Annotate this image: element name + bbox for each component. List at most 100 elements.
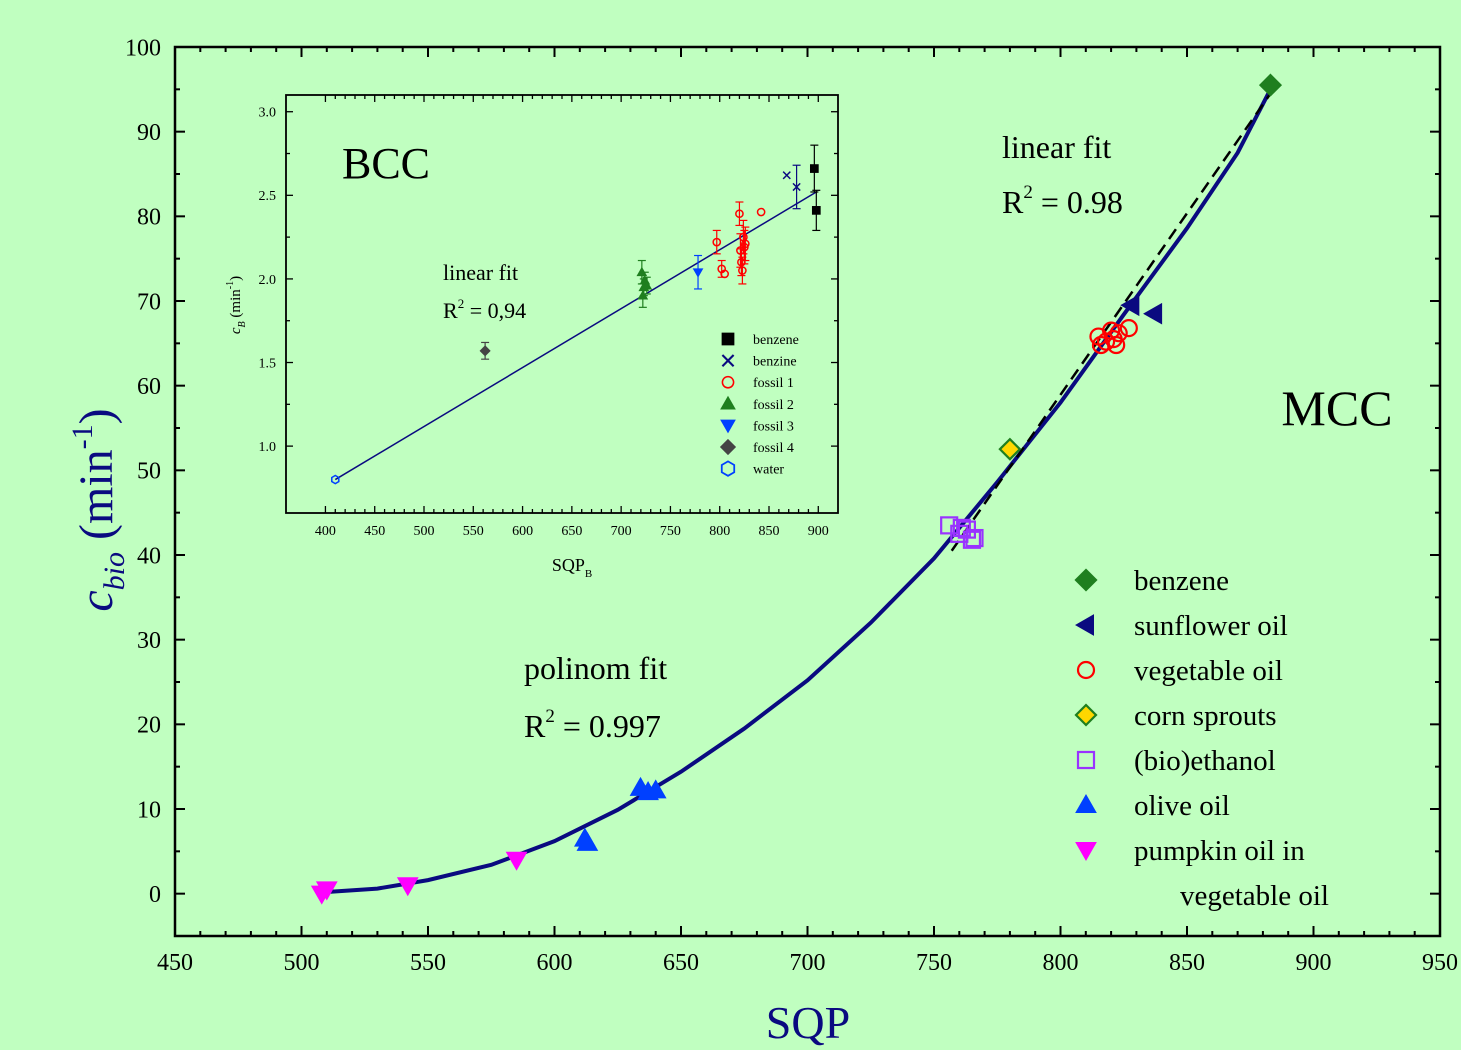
inset-legend-marker <box>721 375 735 389</box>
x-axis-title: SQP <box>766 997 850 1048</box>
x-tick-label: 700 <box>790 950 826 976</box>
data-point <box>576 831 599 851</box>
inset-data-point <box>792 182 801 192</box>
data-point <box>998 437 1022 461</box>
x-tick-label: 750 <box>660 524 681 539</box>
y-tick-label: 50 <box>137 459 161 485</box>
inset-x-axis-title-main: SQP <box>552 555 585 575</box>
inset-data-point <box>782 171 791 180</box>
inset-data-point <box>331 474 340 485</box>
inset-plot: 400 450 500 550 600 650 700 750 800 850 900 1.0 1.5 2… <box>225 94 839 580</box>
x-tick-label: 600 <box>537 950 573 976</box>
inset-y-axis-title-main: c <box>228 327 244 334</box>
y-tick-label: 1.0 <box>259 440 277 455</box>
x-tick-label: 550 <box>463 524 484 539</box>
polynom-fit-r2: R2 = 0.997 <box>524 706 661 744</box>
legend-marker <box>1075 842 1097 862</box>
y-axis-title-sub: bio <box>98 552 131 590</box>
legend-marker <box>1074 568 1098 592</box>
legend-marker <box>1076 750 1096 770</box>
inset-x-axis-title-sub: B <box>585 568 592 580</box>
data-point <box>1143 302 1163 325</box>
inset-y-axis-title: cB (min-1) <box>225 276 248 334</box>
inset-fit-r: R <box>443 298 458 323</box>
inset-fit-line <box>334 191 817 481</box>
y-axis-title-main: c <box>70 590 123 611</box>
y-tick-label: 90 <box>137 120 161 146</box>
inset-data-point <box>692 268 704 278</box>
polynom-fit-sup: 2 <box>545 706 555 727</box>
x-tick-label: 600 <box>512 524 533 539</box>
inset-legend-marker <box>719 438 737 456</box>
inset-legend-label: water <box>753 463 784 478</box>
inset-legend-label: benzene <box>753 333 799 348</box>
linear-fit-label: linear fit <box>1002 129 1111 165</box>
x-tick-label: 650 <box>561 524 582 539</box>
legend-label: olive oil <box>1134 790 1230 822</box>
x-tick-label: 800 <box>1043 950 1079 976</box>
inset-legend-marker <box>721 354 735 367</box>
linear-fit-line <box>950 92 1272 552</box>
x-tick-label: 850 <box>1169 950 1205 976</box>
polynom-fit-value: = 0.997 <box>555 708 661 744</box>
y-tick-label: 20 <box>137 713 161 739</box>
inset-y-axis-title-unit: (min <box>228 289 244 322</box>
x-tick-label: 500 <box>414 524 435 539</box>
inset-legend-marker <box>720 419 736 434</box>
polynom-fit-line <box>326 88 1273 894</box>
legend-label: vegetable oil <box>1134 655 1283 687</box>
x-tick-label: 800 <box>709 524 730 539</box>
panel-label-mcc: MCC <box>1281 380 1392 436</box>
data-point <box>1258 73 1283 97</box>
inset-data-point <box>720 269 729 279</box>
inset-data-point <box>735 209 744 219</box>
legend-marker <box>1076 660 1096 680</box>
legend-label: benzene <box>1134 565 1229 597</box>
linear-fit-value: = 0.98 <box>1033 184 1123 220</box>
y-tick-label: 70 <box>137 289 161 315</box>
data-point <box>1119 318 1138 338</box>
y-tick-label: 100 <box>125 35 161 61</box>
x-tick-label: 700 <box>611 524 632 539</box>
x-tick-label: 500 <box>284 950 320 976</box>
inset-y-axis-title-unit-sup: -1 <box>225 281 236 289</box>
x-tick-label: 450 <box>157 950 193 976</box>
y-tick-label: 10 <box>137 797 161 823</box>
legend-marker <box>1074 614 1094 636</box>
data-point <box>1109 324 1128 343</box>
inset-legend-label: fossil 2 <box>753 398 794 413</box>
inset-legend-label: fossil 3 <box>753 419 794 434</box>
legend: benzene sunflower oil vegetable oil corn sp… <box>1074 565 1329 912</box>
data-point <box>962 530 982 549</box>
y-tick-label: 2.5 <box>259 189 277 204</box>
inset-legend-marker <box>721 332 735 346</box>
data-point <box>505 851 528 871</box>
inset-data-point <box>712 237 722 247</box>
legend-label: sunflower oil <box>1134 610 1288 642</box>
inset-y-axis-title-unit-close: ) <box>228 276 244 281</box>
inset-legend-label: benzine <box>753 355 797 370</box>
y-axis-title-unit: (min <box>70 449 123 552</box>
inset-y-axis-title-sub: B <box>237 321 248 327</box>
linear-fit-r2: R2 = 0.98 <box>1002 182 1123 220</box>
y-tick-label: 60 <box>137 374 161 400</box>
x-tick-label: 900 <box>808 524 829 539</box>
data-point <box>952 518 971 538</box>
x-tick-label: 900 <box>1296 950 1332 976</box>
x-tick-label: 550 <box>410 950 446 976</box>
inset-fit-r2: R2 = 0,94 <box>443 296 526 323</box>
polynom-fit-label: polinom fit <box>524 650 667 686</box>
inset-fit-sup: 2 <box>458 296 465 311</box>
inset-legend-label: fossil 1 <box>753 376 794 391</box>
legend-label: (bio)ethanol <box>1134 745 1276 777</box>
x-tick-label: 850 <box>759 524 780 539</box>
inset-data-point <box>479 345 491 357</box>
inset-data-point <box>641 280 653 290</box>
legend-label: corn sprouts <box>1134 700 1277 732</box>
y-axis-title: cbio (min-1) <box>66 408 131 611</box>
y-axis-title-unit-sup: -1 <box>66 424 99 449</box>
panel-label-bcc: BCC <box>342 139 430 188</box>
inset-fit-label: linear fit <box>443 260 518 285</box>
legend-label: vegetable oil <box>1180 880 1329 912</box>
